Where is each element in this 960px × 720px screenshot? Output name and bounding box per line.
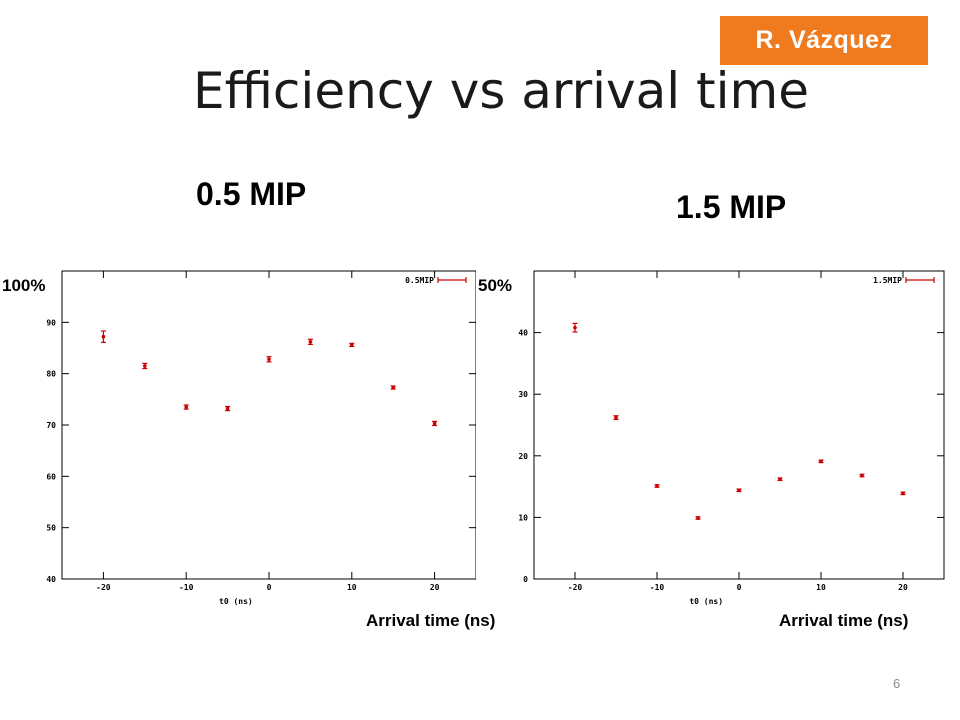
y-caption-left: 100% [2, 276, 46, 295]
data-point [432, 421, 437, 426]
data-point [819, 459, 823, 464]
x-tick-label: -10 [179, 583, 194, 592]
data-point [614, 415, 618, 420]
y-tick-label: 50 [46, 524, 56, 533]
x-tick-label: 10 [347, 583, 357, 592]
y-tick-label: 70 [46, 421, 56, 430]
data-point [737, 488, 741, 493]
y-tick-label: 90 [46, 318, 56, 327]
data-point [308, 340, 313, 344]
data-point [573, 325, 577, 330]
data-point [350, 343, 354, 347]
y-tick-label: 0 [523, 575, 528, 584]
y-tick-label: 10 [518, 513, 528, 522]
y-tick-label: 40 [46, 575, 56, 584]
x-tick-label: 20 [430, 583, 440, 592]
panel-left-heading: 0.5 MIP [196, 176, 307, 212]
data-point [655, 484, 659, 488]
x-tick-label: -10 [650, 583, 665, 592]
page-number: 6 [893, 676, 901, 691]
x-tick-label: -20 [96, 583, 111, 592]
y-tick-label: 40 [518, 329, 528, 338]
legend-label: 0.5MIP [405, 276, 434, 285]
y-tick-label: 20 [518, 452, 528, 461]
x-axis-label: t0 (ns) [219, 597, 253, 606]
x-axis-label: t0 (ns) [689, 597, 723, 606]
x-tick-label: 20 [898, 583, 908, 592]
y-caption-right: 50% [478, 276, 513, 295]
y-tick-label: 30 [518, 390, 528, 399]
x-caption-right: Arrival time (ns) [779, 611, 909, 630]
data-point [101, 334, 106, 339]
y-tick-label: 80 [46, 370, 56, 379]
plot-frame [61, 270, 477, 580]
x-tick-label: 10 [816, 583, 826, 592]
x-tick-label: -20 [568, 583, 583, 592]
data-point [391, 385, 396, 390]
author-badge: R. Vázquez [720, 16, 928, 65]
data-point [696, 516, 700, 520]
efficiency-plot-right: 0 10 20 30 40 -20 -10 0 10 20 t0 (ns) 1.5MIP [504, 268, 946, 618]
data-point [225, 406, 230, 411]
data-point [267, 357, 271, 362]
data-point [778, 477, 782, 482]
slide-title: Efficiency vs arrival time [193, 62, 810, 120]
data-point [901, 491, 905, 496]
data-point [143, 364, 147, 368]
x-tick-label: 0 [267, 583, 272, 592]
y-tick-label: 60 [46, 472, 56, 481]
efficiency-plot-left: 40 50 60 70 80 90 -20 -10 0 10 20 t0 (ns) 0.5MIP [36, 268, 477, 618]
x-tick-label: 0 [737, 583, 742, 592]
data-point [184, 405, 188, 409]
x-caption-left: Arrival time (ns) [366, 611, 496, 630]
data-point [860, 473, 864, 478]
plot-frame [533, 270, 945, 580]
legend-label: 1.5MIP [873, 276, 902, 285]
panel-right-heading: 1.5 MIP [676, 189, 787, 225]
